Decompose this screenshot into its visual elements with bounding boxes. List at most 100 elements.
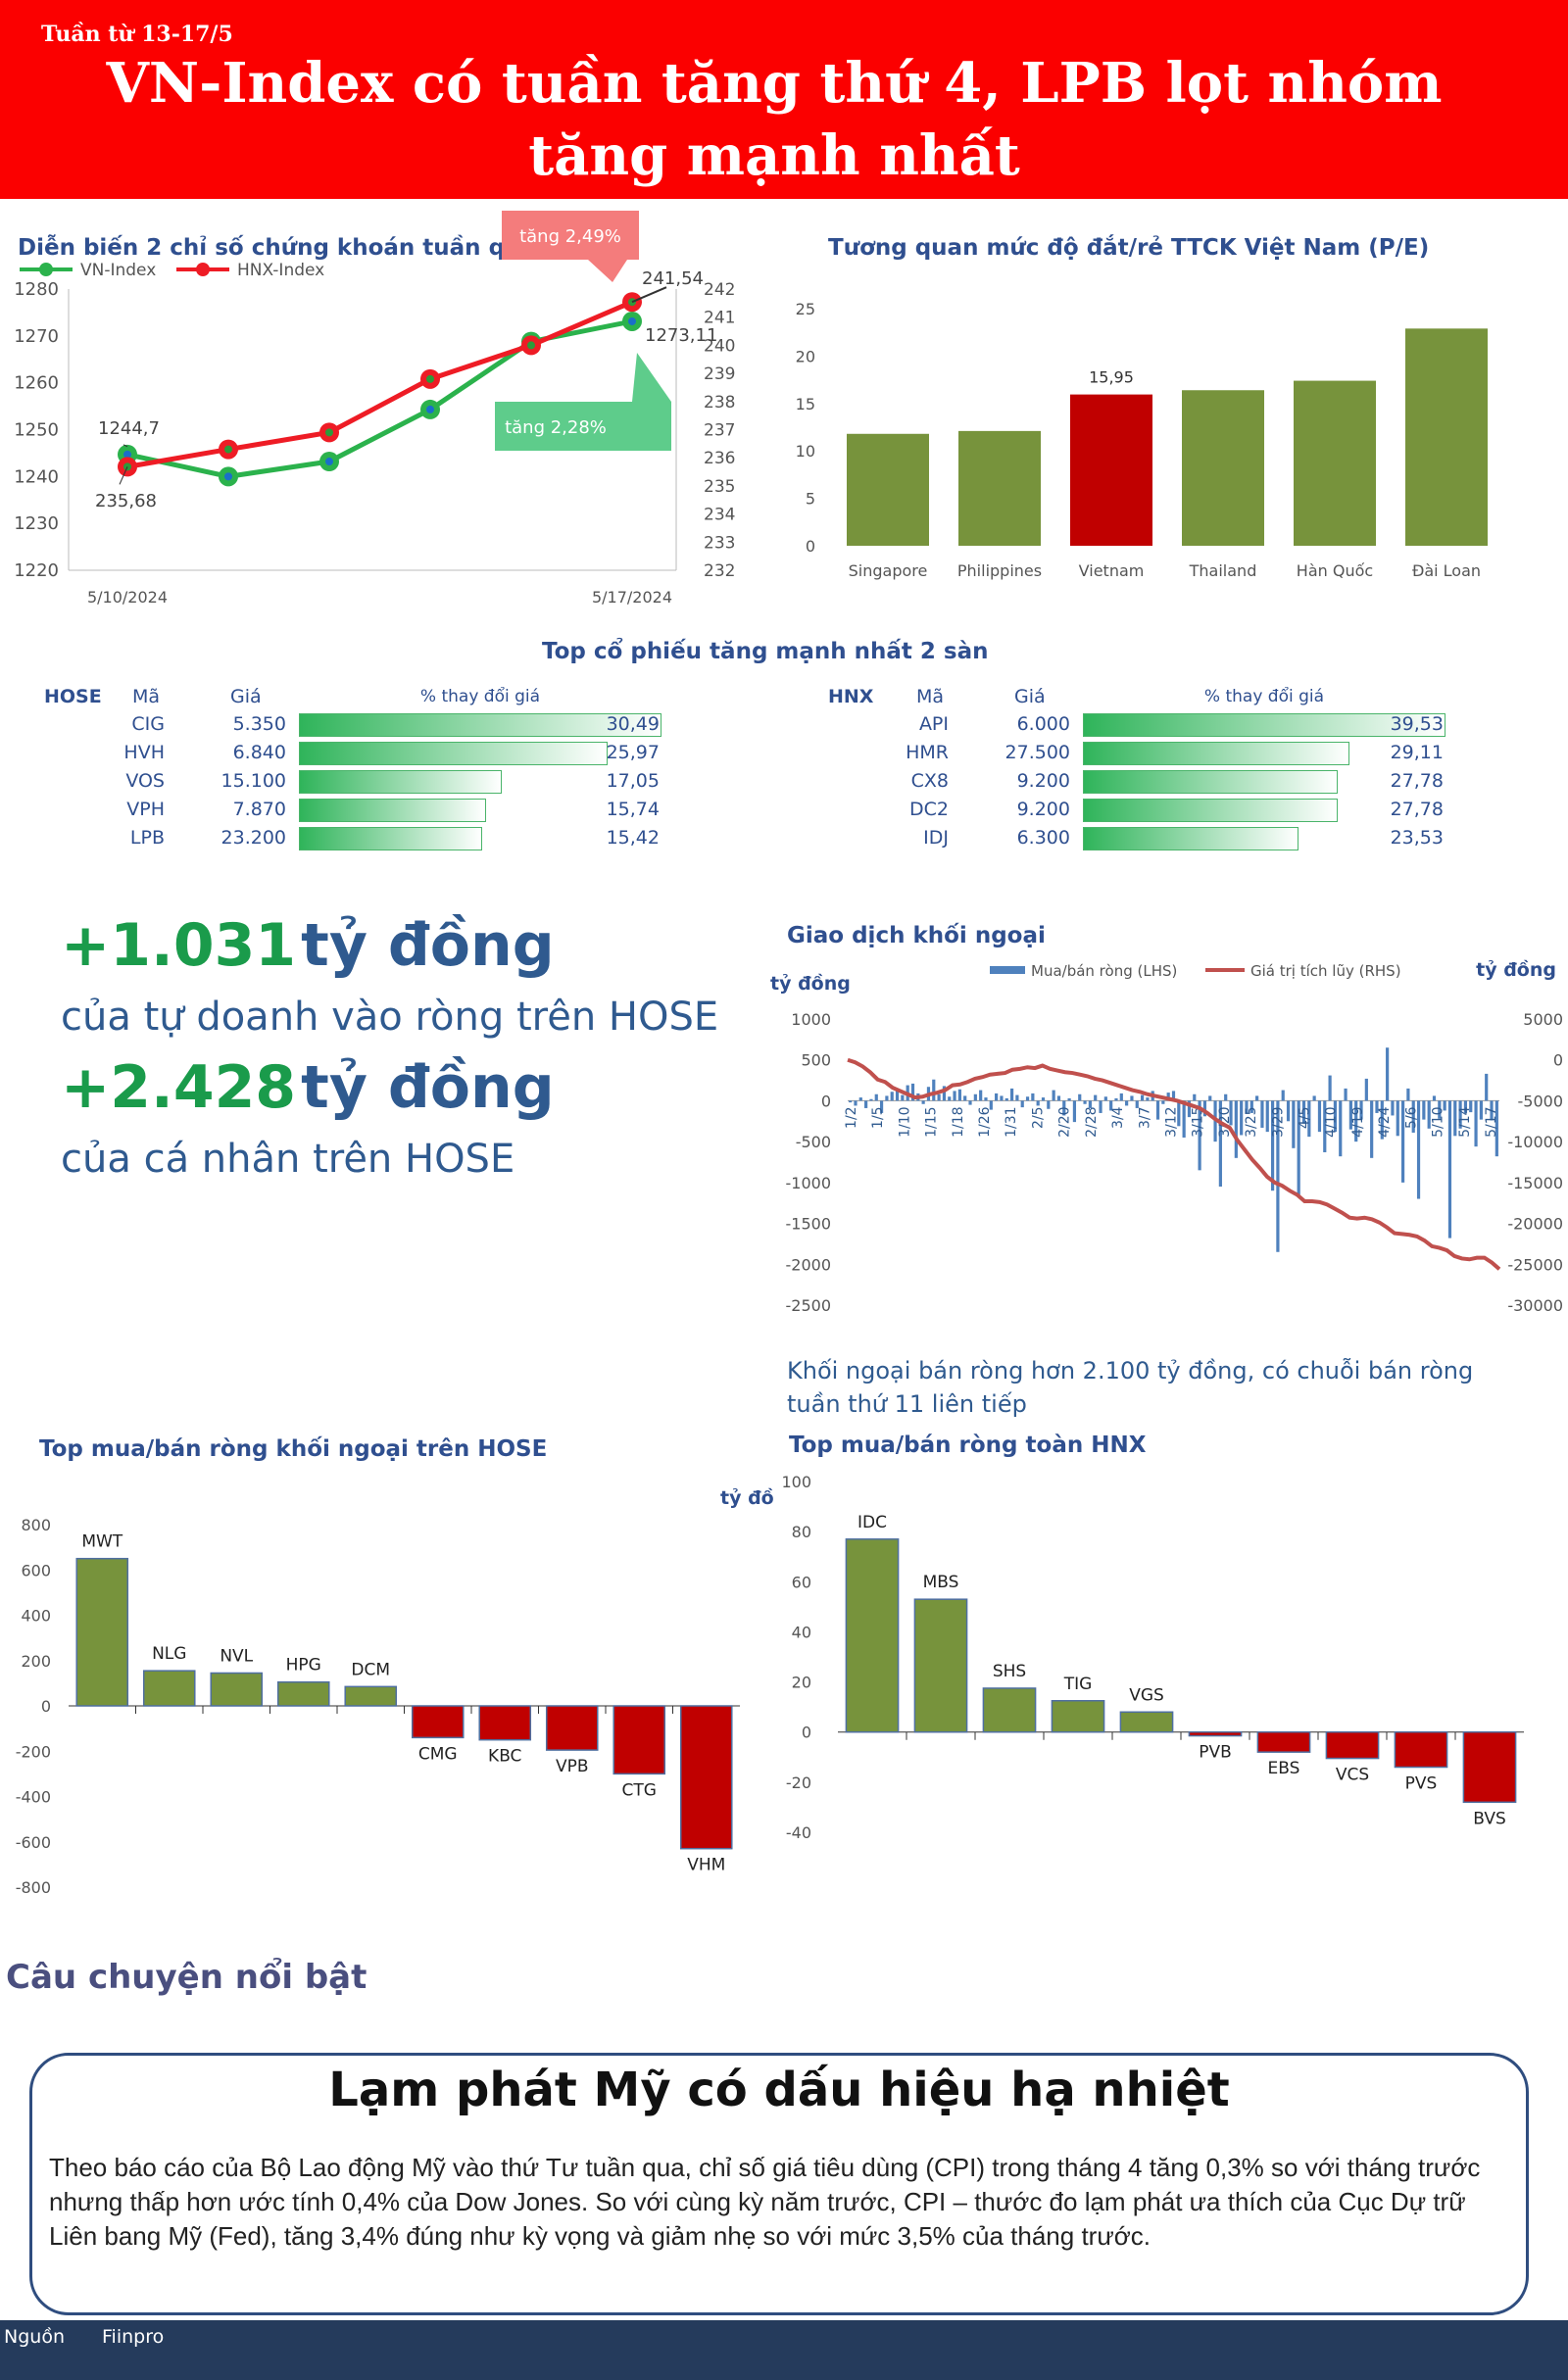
foreign-left-unit: tỷ đồng <box>770 972 851 995</box>
hnx-foreign-category-label: VGS <box>1129 1685 1164 1705</box>
foreign-date-label: 5/17 <box>1484 1106 1499 1137</box>
individual-figure: +2.428 tỷ đồng <box>61 1053 555 1122</box>
foreign-bar <box>1281 1090 1285 1101</box>
hnx-index-point-center <box>224 445 232 454</box>
foreign-bar <box>1370 1100 1374 1158</box>
foreign-bar <box>1177 1100 1181 1127</box>
foreign-date-label: 4/10 <box>1324 1106 1340 1137</box>
foreign-date-label: 1/2 <box>844 1106 859 1129</box>
individual-unit: tỷ đồng <box>301 1053 555 1122</box>
hose-foreign-category-label: HPG <box>286 1656 321 1676</box>
foreign-bar <box>1255 1095 1259 1101</box>
individual-desc: của cá nhân trên HOSE <box>61 1137 515 1182</box>
table-row-bar <box>1083 827 1298 850</box>
pe-category-label: Đài Loan <box>1412 561 1481 580</box>
index-right-tick: 237 <box>704 421 735 441</box>
hnx-foreign-category-label: PVS <box>1405 1774 1438 1794</box>
vn-callout: tăng 2,28% <box>505 417 607 438</box>
hose-foreign-bar-dcm <box>344 1685 398 1707</box>
foreign-left-tick: 1000 <box>791 1010 831 1029</box>
foreign-bar <box>901 1094 905 1101</box>
foreign-bar <box>1427 1100 1431 1129</box>
foreign-bar <box>984 1097 988 1101</box>
hnx-index-point-center <box>426 374 434 383</box>
foreign-bar <box>973 1093 977 1101</box>
foreign-bar <box>937 1093 941 1101</box>
foreign-bar <box>1364 1078 1368 1101</box>
hose-foreign-tick: -200 <box>16 1742 51 1761</box>
table-row-bar <box>1083 770 1338 794</box>
vn-start-label: 1244,7 <box>98 418 160 439</box>
index-x-label: 5/10/2024 <box>87 588 168 607</box>
table-row-bar <box>299 799 486 822</box>
foreign-bar <box>849 1100 853 1103</box>
foreign-bar <box>1463 1100 1468 1113</box>
table-row-change: 29,11 <box>1390 742 1444 763</box>
index-right-tick: 233 <box>704 533 735 553</box>
foreign-bar <box>869 1098 873 1101</box>
foreign-date-label: 3/4 <box>1110 1106 1126 1129</box>
foreign-bar <box>1224 1093 1228 1101</box>
hnx-foreign-tick: 60 <box>792 1573 811 1591</box>
prop-trading-desc: của tự doanh vào ròng trên HOSE <box>61 995 719 1040</box>
table-row-bar <box>1083 742 1349 765</box>
hnx-foreign-tick: 80 <box>792 1523 811 1541</box>
hnx-callout: tăng 2,49% <box>519 226 621 247</box>
foreign-bar <box>957 1089 961 1101</box>
foreign-bar <box>1155 1100 1160 1120</box>
foreign-bar <box>1292 1100 1296 1148</box>
foreign-legend-bar <box>990 966 1025 974</box>
index-left-tick: 1270 <box>14 326 59 347</box>
pe-bar-philippines <box>958 430 1041 546</box>
hnx-foreign-category-label: MBS <box>923 1573 959 1592</box>
vn-index-point-center <box>628 316 636 325</box>
vn-index-point-center <box>325 458 333 466</box>
table-col-code: Mã <box>132 686 161 707</box>
foreign-date-label: 2/28 <box>1084 1106 1100 1137</box>
foreign-right-tick: -5000 <box>1518 1092 1564 1110</box>
source-label: Nguồn <box>4 2326 65 2348</box>
table-row-price: 23.200 <box>220 827 286 849</box>
foreign-bar <box>1479 1100 1483 1120</box>
foreign-bar <box>890 1092 894 1101</box>
hose-foreign-category-label: KBC <box>488 1747 521 1767</box>
hnx-gainers-table: HNX Mã Giá % thay đổi giá API 6.000 39,53 HMR 27… <box>784 676 1568 862</box>
foreign-bar <box>910 1083 915 1101</box>
index-chart-title: Diễn biến 2 chỉ số chứng khoán tuần qua <box>18 235 536 261</box>
table-col-change: % thay đổi giá <box>1203 687 1325 706</box>
index-right-tick: 234 <box>704 506 735 525</box>
foreign-bar <box>1474 1100 1478 1147</box>
foreign-bar <box>1307 1100 1311 1138</box>
hose-foreign-tick: 600 <box>21 1561 51 1579</box>
foreign-bar <box>1114 1097 1118 1101</box>
table-row-code: HMR <box>906 742 949 763</box>
index-right-tick: 242 <box>704 280 735 300</box>
foreign-bar <box>1146 1097 1150 1101</box>
hose-foreign-bar-vhm <box>679 1705 733 1850</box>
foreign-bar <box>1301 1100 1306 1124</box>
index-x-label: 5/17/2024 <box>592 588 672 607</box>
foreign-bar <box>1067 1097 1071 1101</box>
foreign-right-tick: -30000 <box>1507 1296 1563 1315</box>
table-row-change: 23,53 <box>1390 827 1444 849</box>
foreign-bar <box>1297 1100 1300 1195</box>
foreign-note: Khối ngoại bán ròng hơn 2.100 tỷ đồng, c… <box>787 1357 1474 1418</box>
foreign-bar <box>1208 1095 1212 1101</box>
pe-tick: 10 <box>796 442 815 461</box>
table-row-code: DC2 <box>909 799 949 820</box>
foreign-bar <box>1025 1096 1030 1101</box>
hnx-index-line <box>126 299 633 469</box>
index-legend-label: HNX-Index <box>237 261 324 280</box>
table-row-change: 15,74 <box>606 799 660 820</box>
foreign-bar <box>1354 1100 1358 1142</box>
pe-category-label: Vietnam <box>1079 561 1145 580</box>
foreign-bar <box>1396 1100 1399 1137</box>
hnx-foreign-bar-shs <box>982 1687 1037 1733</box>
foreign-bar <box>979 1090 983 1101</box>
foreign-bar <box>1218 1100 1222 1188</box>
vn-callout-box <box>495 402 671 451</box>
table-row-bar <box>299 770 502 794</box>
foreign-trading-chart: tỷ đồng tỷ đồng Mua/bán ròng (LHS) Giá trị … <box>770 958 1564 1315</box>
foreign-bar <box>1400 1100 1405 1183</box>
foreign-date-label: 3/25 <box>1244 1106 1259 1137</box>
